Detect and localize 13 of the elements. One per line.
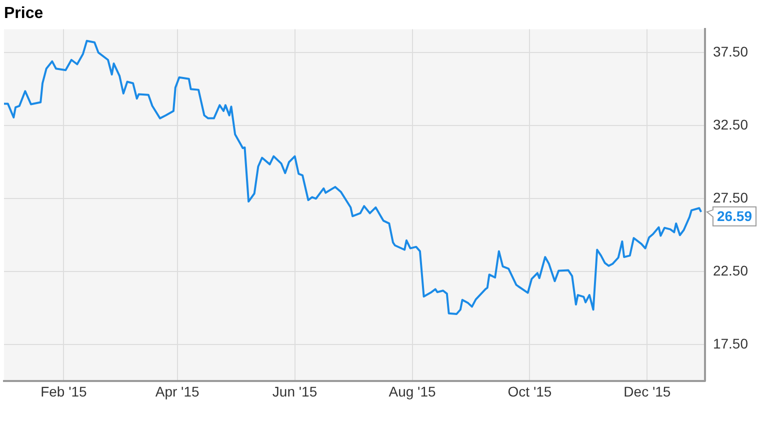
chart-title: Price <box>4 5 44 22</box>
x-tick-label: Apr '15 <box>155 383 200 400</box>
y-tick-label: 32.50 <box>712 116 748 132</box>
x-tick-label: Feb '15 <box>40 383 88 400</box>
y-tick-label: 27.50 <box>712 189 748 206</box>
x-tick-label: Jun '15 <box>272 383 318 400</box>
y-tick-label: 17.50 <box>712 336 748 352</box>
data-label: 26.59 <box>716 208 752 224</box>
x-tick-label: Dec '15 <box>624 383 671 400</box>
y-tick-label: 37.50 <box>712 43 748 60</box>
x-tick-label: Aug '15 <box>388 383 436 400</box>
y-tick-label: 22.50 <box>712 262 748 279</box>
x-tick-label: Oct '15 <box>508 383 552 400</box>
